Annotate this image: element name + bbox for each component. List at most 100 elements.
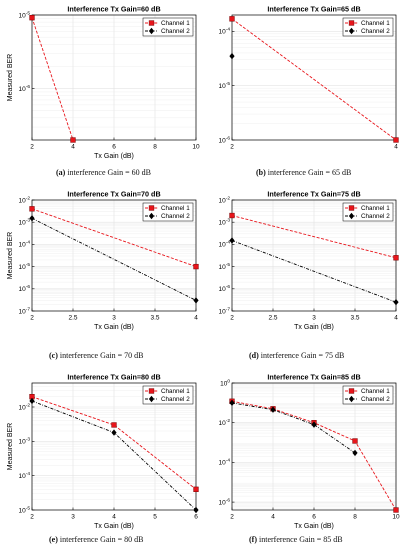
legend-label: Channel 2 [361,396,390,403]
series-line-channel-2 [31,217,197,301]
channel-1-square-marker [193,263,199,270]
x-tick-label: 10 [392,514,400,521]
series-line-channel-1 [31,17,74,141]
x-tick-label: 2.5 [68,315,77,322]
legend-diamond-marker [348,395,355,403]
legend-diamond-marker [148,27,155,35]
legend-label: Channel 2 [361,28,390,35]
series-line-channel-1 [31,396,197,490]
caption-text: interference Gain = 65 dB [267,168,352,177]
legend-label: Channel 1 [161,388,190,395]
x-axis-label: Tx Gain (dB) [94,324,134,331]
x-tick-label: 3 [71,514,75,521]
chart-panel-b: 2 4 10-6 10-5 10-4 Interference Tx Gain=65 dB… [219,5,399,151]
x-tick-label: 3 [312,315,316,322]
legend-diamond-marker [348,212,355,220]
legend-diamond-marker [348,27,355,35]
caption-tag: (c) [49,351,58,360]
caption-tag: (d) [249,351,259,360]
y-tick-label: 10-2 [19,402,31,411]
series-line-channel-1 [31,208,197,268]
series-line-channel-1 [231,18,397,141]
x-tick-label: 2 [30,514,34,521]
y-tick-label: 10-4 [219,240,231,249]
channel-1-square-marker [393,137,399,143]
chart-title: Interference Tx Gain=65 dB [267,5,360,14]
caption-text: interference Gain = 60 dB [67,168,151,177]
y-tick-label: 10-6 [219,135,231,144]
legend-square-marker [148,205,155,211]
channel-1-square-marker [352,438,358,444]
y-tick-label: 10-5 [19,10,31,19]
channel-2-diamond-marker [393,298,399,306]
channel-1-square-marker [229,212,235,219]
chart-title: Interference Tx Gain=60 dB [67,5,160,14]
x-tick-label: 2.5 [268,315,277,322]
legend-square-marker [148,388,155,394]
x-tick-label: 6 [112,144,116,151]
legend-square-marker [348,20,355,26]
y-tick-label: 10-6 [19,84,31,93]
x-tick-label: 2 [30,315,34,322]
channel-2-diamond-marker [270,406,276,413]
channel-2-diamond-marker [229,237,235,244]
chart-panel-c: 2 2.5 3 3.5 4 10-7 10-6 10-5 10-4 10-3 10-2 Interfe… [7,190,199,331]
caption-c: (c) interference Gain = 70 dB [49,351,143,360]
x-tick-label: 8 [153,144,157,151]
channel-1-square-marker [393,255,399,261]
chart-panel-e: 2 3 4 5 6 10-5 10-4 10-3 10-2 Interference Tx Gai… [7,373,199,530]
x-tick-label: 8 [353,514,357,521]
chart-title: Interference Tx Gain=75 dB [267,190,360,199]
axes-frame [231,14,397,141]
y-tick-label: 10-5 [19,505,31,514]
legend-box [342,385,394,405]
channel-2-diamond-marker [193,506,199,514]
series-line-channel-1 [231,215,397,259]
channel-1-square-marker [29,206,35,212]
x-axis-label: Tx Gain (dB) [294,324,334,331]
y-tick-label: 10-7 [219,306,231,315]
legend-box [342,202,394,222]
x-tick-label: 6 [194,514,198,521]
y-tick-label: 10-4 [19,240,31,249]
x-tick-label: 2 [30,144,34,151]
channel-2-diamond-marker [111,429,117,436]
y-tick-label: 10-6 [219,284,231,293]
legend-square-marker [348,205,355,211]
caption-text: interference Gain = 85 dB [259,535,343,544]
chart-title: Interference Tx Gain=80 dB [67,373,160,382]
y-tick-label: 10-2 [219,195,231,204]
y-axis-label: Measured BER [7,54,14,101]
legend-label: Channel 1 [161,20,190,27]
y-tick-label: 10-7 [19,306,31,315]
x-tick-label: 4 [112,514,116,521]
legend-label: Channel 1 [361,205,390,212]
caption-d: (d) interference Gain = 75 dB [249,351,344,360]
chart-title: Interference Tx Gain=70 dB [67,190,160,199]
y-tick-label: 10-2 [219,418,231,427]
legend-box [342,17,394,37]
y-tick-label: 10-3 [219,218,231,227]
legend-label: Channel 2 [161,396,190,403]
x-tick-label: 2 [230,315,234,322]
x-tick-label: 4 [394,315,398,322]
x-tick-label: 6 [312,514,316,521]
legend-label: Channel 1 [361,20,390,27]
y-tick-label: 10-6 [19,284,31,293]
channel-1-square-marker [111,422,117,428]
x-tick-label: 2 [230,514,234,521]
legend-diamond-marker [148,395,155,403]
channel-1-square-marker [70,137,76,143]
channel-2-diamond-marker [29,397,35,405]
x-axis-label: Tx Gain (dB) [94,153,134,160]
caption-tag: (f) [249,535,257,544]
caption-e: (e) interference Gain = 80 dB [49,535,143,544]
x-tick-label: 4 [394,144,398,151]
caption-tag: (a) [56,168,66,177]
legend-square-marker [348,388,355,394]
y-tick-label: 10-4 [219,458,231,467]
chart-panel-f: 2 4 6 8 10 10-6 10-4 10-2 100 Interference Tx Gai… [219,373,400,531]
